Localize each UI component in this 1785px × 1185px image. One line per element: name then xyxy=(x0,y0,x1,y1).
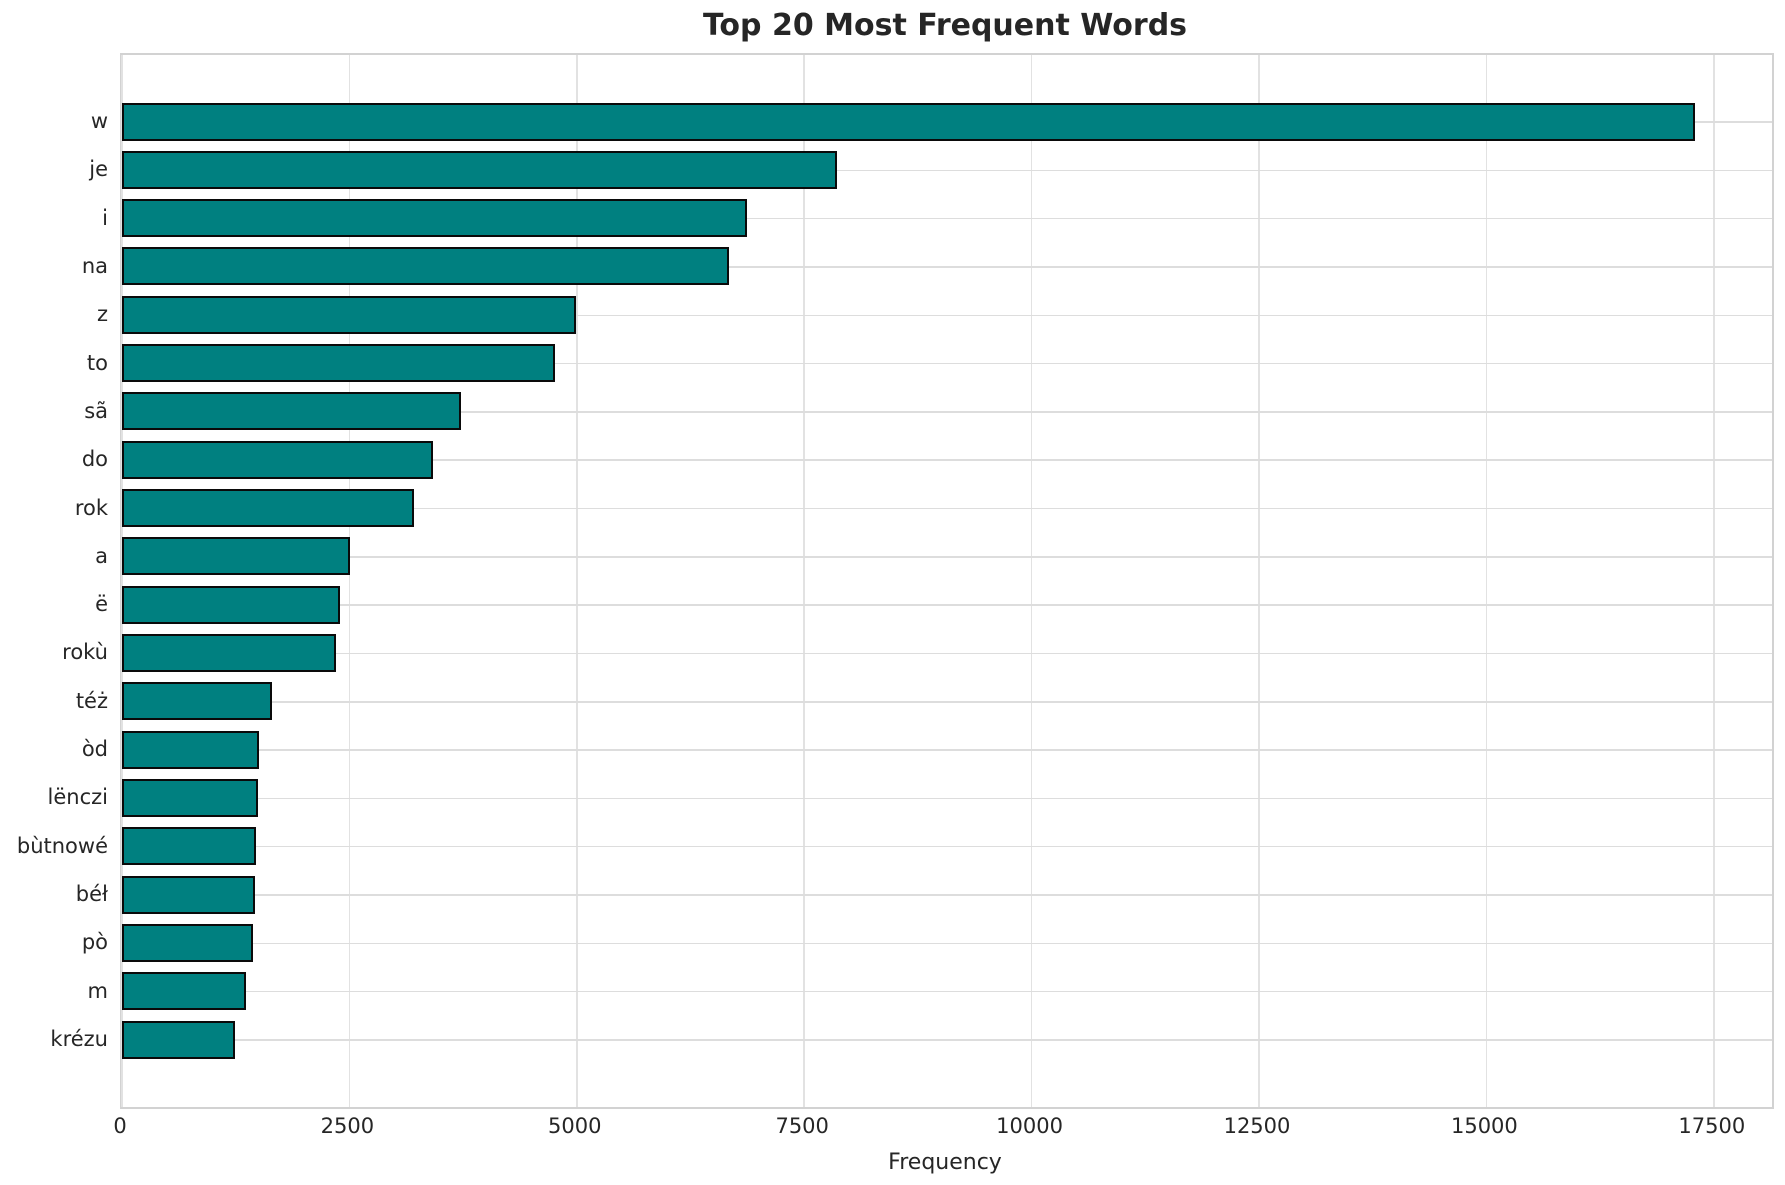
x-tick-label: 2500 xyxy=(320,1114,375,1138)
gridline-vertical xyxy=(576,55,578,1107)
y-tick-label: pò xyxy=(81,930,108,955)
y-tick-label: a xyxy=(95,543,108,568)
y-tick-label: òd xyxy=(81,737,108,762)
y-tick-label: je xyxy=(89,157,108,182)
gridline-horizontal xyxy=(122,411,1772,413)
bar-z xyxy=(122,295,576,334)
gridline-horizontal xyxy=(122,942,1772,945)
y-tick-label: sã xyxy=(84,398,108,423)
bar-i xyxy=(122,199,748,238)
gridline-horizontal xyxy=(122,556,1772,558)
y-tick-label: ë xyxy=(95,592,108,617)
x-tick-label: 5000 xyxy=(548,1114,602,1138)
gridline-horizontal xyxy=(122,749,1772,751)
bar-w xyxy=(122,102,1696,141)
y-tick-label: rokù xyxy=(62,640,108,665)
x-tick-label: 7500 xyxy=(775,1114,829,1138)
gridline-vertical xyxy=(1713,55,1715,1107)
gridline-horizontal xyxy=(122,266,1772,268)
bar-na xyxy=(122,247,730,286)
bar-béł xyxy=(122,875,256,914)
bar-rokù xyxy=(122,633,337,672)
y-tick-label: lënczi xyxy=(47,785,108,810)
x-tick-label: 0 xyxy=(113,1114,127,1138)
gridline-horizontal xyxy=(122,652,1772,655)
gridline-horizontal xyxy=(122,701,1772,703)
gridline-vertical xyxy=(1030,55,1033,1107)
bar-òd xyxy=(122,730,259,769)
gridline-horizontal xyxy=(122,604,1772,606)
y-tick-label: krézu xyxy=(50,1027,108,1051)
y-tick-label: z xyxy=(96,302,108,327)
gridline-vertical xyxy=(348,55,351,1107)
bar-m xyxy=(122,972,247,1011)
y-tick-label: i xyxy=(102,205,108,230)
x-tick-label: 15000 xyxy=(1450,1114,1518,1138)
y-tick-label: rok xyxy=(74,495,108,520)
gridline-vertical xyxy=(803,55,805,1107)
y-tick-label: na xyxy=(81,253,108,278)
bar-bùtnowé xyxy=(122,827,257,866)
bar-je xyxy=(122,150,837,189)
gridline-vertical xyxy=(1485,55,1488,1107)
bar-pò xyxy=(122,923,253,962)
bar-rok xyxy=(122,489,414,528)
gridline-horizontal xyxy=(122,990,1772,993)
bar-krézu xyxy=(122,1020,236,1059)
x-axis-title: Frequency xyxy=(888,1150,1002,1175)
gridline-horizontal xyxy=(122,845,1772,848)
gridline-horizontal xyxy=(122,797,1772,800)
gridline-horizontal xyxy=(122,314,1772,316)
bar-a xyxy=(122,537,351,576)
bar-do xyxy=(122,440,433,479)
gridline-vertical xyxy=(1258,55,1260,1107)
gridline-horizontal xyxy=(122,1039,1772,1041)
gridline-horizontal xyxy=(122,459,1772,461)
y-tick-label: béł xyxy=(75,882,108,907)
bar-ë xyxy=(122,585,341,624)
gridline-horizontal xyxy=(122,362,1772,365)
x-tick-label: 12500 xyxy=(1223,1114,1291,1138)
gridline-horizontal xyxy=(122,169,1772,172)
y-tick-label: téż xyxy=(75,688,108,713)
y-tick-label: bùtnowé xyxy=(16,833,108,858)
x-tick-label: 17500 xyxy=(1678,1114,1746,1138)
bar-to xyxy=(122,344,555,383)
gridline-horizontal xyxy=(122,507,1772,510)
gridline-vertical xyxy=(121,55,123,1107)
bar-téż xyxy=(122,682,272,721)
y-tick-label: w xyxy=(90,109,108,133)
chart-title: Top 20 Most Frequent Words xyxy=(702,8,1188,43)
gridline-horizontal xyxy=(122,217,1772,220)
y-tick-label: m xyxy=(87,978,108,1003)
bar-lënczi xyxy=(122,778,258,817)
x-tick-label: 10000 xyxy=(996,1114,1063,1138)
plot-area xyxy=(120,53,1774,1109)
y-tick-label: do xyxy=(81,447,108,472)
bar-sã xyxy=(122,392,462,431)
y-tick-label: to xyxy=(86,350,108,375)
gridline-horizontal xyxy=(122,894,1772,896)
